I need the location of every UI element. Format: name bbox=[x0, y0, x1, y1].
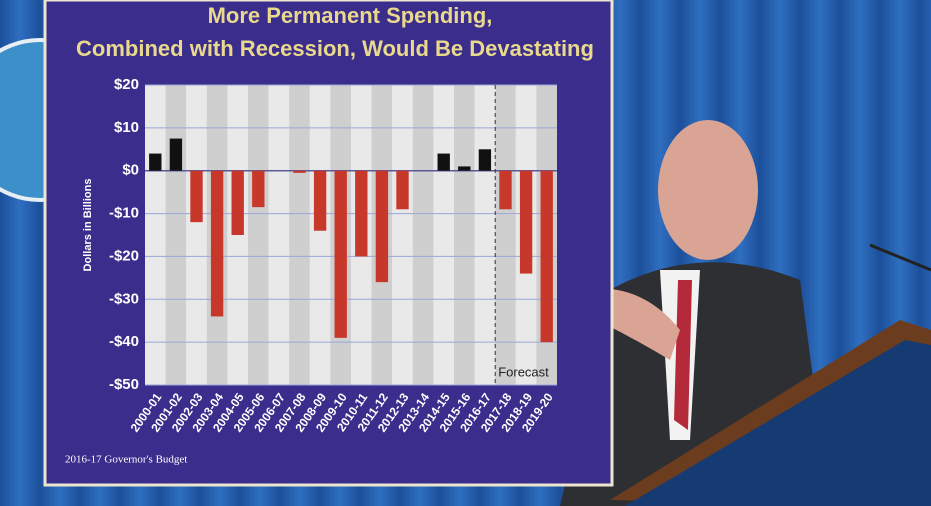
forecast-label: Forecast bbox=[498, 364, 549, 379]
head bbox=[658, 120, 758, 260]
bar bbox=[375, 170, 389, 283]
bar bbox=[478, 149, 492, 171]
column-band bbox=[433, 85, 454, 385]
column-band bbox=[145, 85, 166, 385]
y-tick-label: -$50 bbox=[109, 376, 139, 393]
microphone bbox=[869, 243, 931, 272]
column-band bbox=[474, 85, 496, 385]
bar bbox=[540, 170, 553, 343]
bar bbox=[458, 166, 471, 171]
y-tick-label: -$10 bbox=[109, 205, 139, 222]
chart-title: Combined with Recession, Would Be Devast… bbox=[76, 36, 594, 61]
column-band bbox=[289, 85, 310, 385]
tie bbox=[674, 280, 692, 430]
bar bbox=[437, 153, 450, 171]
column-band bbox=[186, 85, 207, 385]
bar bbox=[499, 170, 512, 210]
column-band bbox=[454, 85, 475, 385]
column-band bbox=[392, 85, 413, 385]
bar bbox=[231, 170, 244, 235]
bar bbox=[149, 153, 162, 171]
bar bbox=[210, 170, 224, 317]
column-band bbox=[495, 85, 516, 385]
column-band bbox=[248, 85, 269, 385]
bar bbox=[169, 138, 183, 171]
y-tick-label: $0 bbox=[122, 162, 139, 179]
y-tick-label: $10 bbox=[114, 119, 139, 136]
y-tick-label: -$20 bbox=[109, 247, 139, 264]
y-tick-label: $20 bbox=[114, 76, 139, 93]
y-axis-label: Dollars in Billions bbox=[82, 179, 94, 272]
bar bbox=[190, 170, 203, 223]
bar bbox=[396, 170, 409, 210]
column-band bbox=[268, 85, 290, 385]
bar bbox=[252, 170, 265, 208]
bar bbox=[355, 170, 368, 257]
bar bbox=[313, 170, 327, 231]
bar bbox=[293, 170, 306, 173]
column-band bbox=[309, 85, 331, 385]
podium-front bbox=[625, 340, 931, 506]
y-tick-label: -$40 bbox=[109, 333, 139, 350]
bar bbox=[334, 170, 347, 338]
chart-title: More Permanent Spending, bbox=[208, 3, 493, 28]
column-band bbox=[412, 85, 434, 385]
footer: 2016-17 Governor's Budget bbox=[65, 454, 187, 466]
bar bbox=[519, 170, 533, 274]
column-band bbox=[165, 85, 187, 385]
y-tick-label: -$30 bbox=[109, 290, 139, 307]
